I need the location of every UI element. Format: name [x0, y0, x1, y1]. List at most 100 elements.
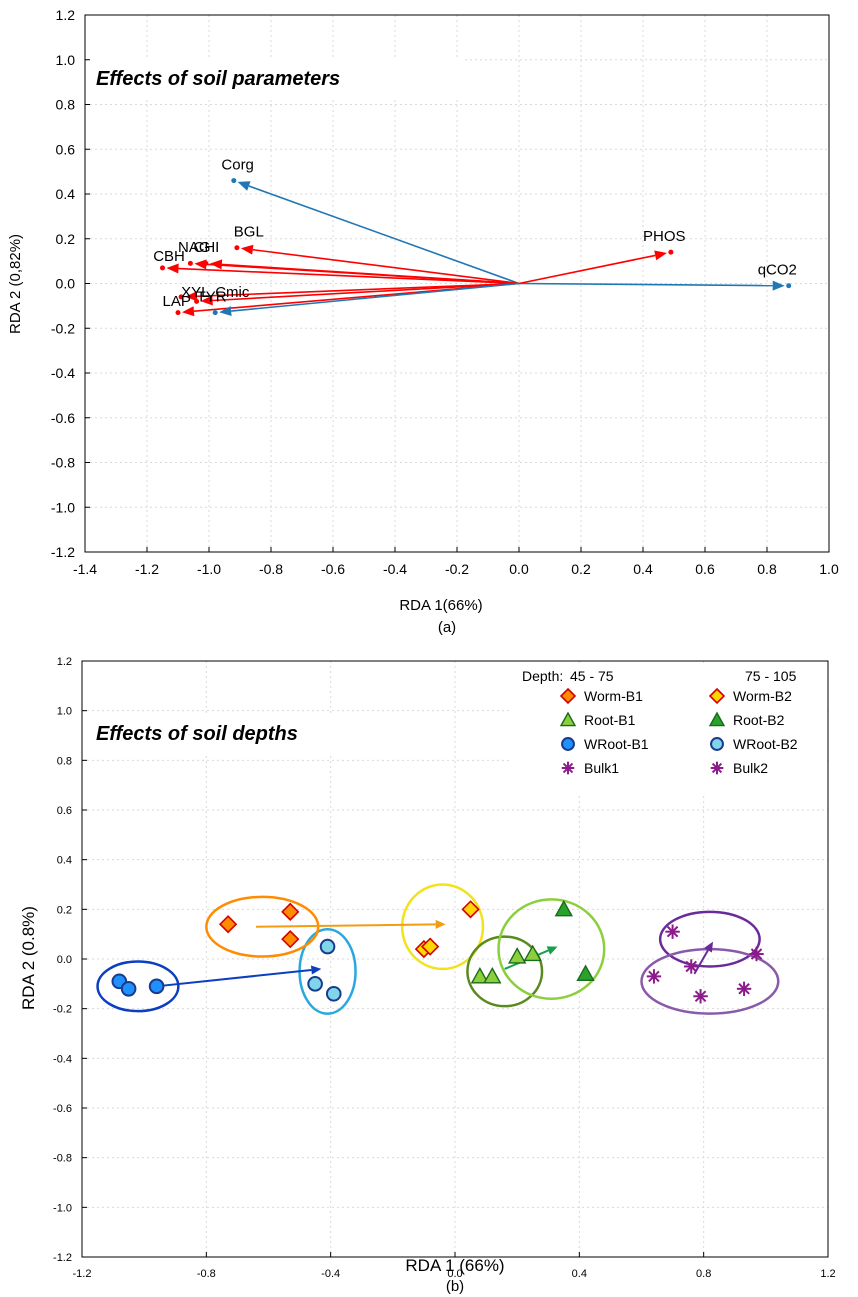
data-point	[281, 930, 300, 949]
legend-label: Bulk2	[733, 760, 768, 776]
x-tick-label: -1.0	[197, 561, 221, 577]
group-ellipse	[497, 898, 606, 1000]
vector-line	[231, 282, 520, 312]
data-point	[120, 981, 137, 997]
panel-a-grid	[85, 15, 829, 552]
vector-endpoint	[175, 310, 181, 316]
panel-b-annotation: Effects of soil depths	[96, 723, 298, 745]
star-stroke	[685, 960, 697, 973]
y-tick-label: -0.2	[53, 1004, 72, 1016]
legend-depth1: 45 - 75	[570, 668, 614, 684]
legend-depth2: 75 - 105	[745, 668, 797, 684]
shift-arrow-head	[310, 965, 322, 975]
y-tick-label: 1.0	[57, 706, 72, 718]
data-point	[693, 989, 708, 1004]
group-ellipse	[658, 910, 761, 968]
vector-arrowhead	[166, 263, 179, 274]
y-tick-label: 0.6	[56, 141, 76, 157]
y-tick-label: -0.8	[51, 455, 75, 471]
vector-endpoint	[231, 178, 237, 184]
vector-arrowhead	[209, 259, 223, 270]
vector-endpoint	[203, 260, 209, 266]
data-point	[523, 944, 542, 962]
shift-arrow-head	[435, 919, 446, 929]
legend-marker	[708, 711, 726, 727]
legend-marker	[710, 761, 724, 775]
y-tick-label: -1.0	[51, 499, 75, 515]
shift-arrow-head	[704, 941, 713, 953]
group-ellipse	[466, 935, 544, 1008]
y-tick-label: -1.2	[53, 1252, 72, 1264]
data-point	[736, 981, 752, 996]
star-stroke	[694, 990, 707, 1002]
y-tick-label: 0.6	[57, 805, 72, 817]
shift-arrow-line	[693, 949, 709, 975]
data-point	[665, 924, 680, 939]
x-tick-label: 1.2	[820, 1268, 835, 1280]
panel-b-panel-label: (b)	[446, 1278, 464, 1295]
star-stroke	[738, 983, 750, 995]
y-tick-label: 0.8	[56, 97, 76, 113]
vector-label: TYR	[197, 288, 227, 305]
panel-b: -1.2 -0.8 -0.4 0.0 0.4 0.8 1.2 1.2 1.0 0.8 0.6 0.4 0…	[19, 656, 836, 1295]
x-tick-label: 0.8	[757, 561, 777, 577]
vector-arrowhead	[237, 181, 251, 191]
vector-arrowhead	[194, 259, 207, 270]
data-point	[319, 938, 336, 955]
group-ellipse	[96, 960, 180, 1013]
panel-a-annotation-box	[90, 58, 462, 98]
vector-label: Corg	[221, 156, 254, 173]
vector-line	[221, 263, 520, 285]
vector-line	[252, 248, 520, 285]
panel-a: -1.4 -1.2 -1.0 -0.8 -0.6 -0.4 -0.2 0.0 0.2 0.4 0.6…	[7, 7, 839, 636]
vector-endpoint	[187, 260, 193, 266]
vector-arrowhead	[654, 250, 667, 261]
x-tick-label: -0.8	[197, 1268, 216, 1280]
vector-line	[518, 254, 656, 285]
legend-label: WRoot-B2	[733, 736, 798, 752]
star-stroke	[648, 970, 660, 983]
data-point	[554, 899, 573, 917]
x-tick-label: 0.6	[695, 561, 715, 577]
vector-endpoint	[668, 249, 674, 255]
panel-a-panel-label: (a)	[438, 619, 456, 636]
data-point	[218, 915, 238, 934]
x-tick-label: -1.4	[73, 561, 97, 577]
vector-arrowhead	[240, 244, 254, 255]
x-tick-label: 0.4	[633, 561, 653, 577]
legend-label: Root-B2	[733, 712, 785, 728]
vector-endpoint	[178, 294, 184, 300]
legend-label: Bulk1	[584, 760, 619, 776]
x-tick-label: -0.4	[321, 1268, 340, 1280]
star-stroke	[562, 762, 574, 774]
data-point	[461, 900, 480, 919]
vector-arrowhead	[181, 306, 195, 317]
legend-marker	[561, 761, 575, 775]
panel-a-ylabel: RDA 2 (0,82%)	[7, 234, 24, 334]
y-tick-label: -0.6	[51, 410, 75, 426]
panel-a-xlabel: RDA 1(66%)	[399, 597, 482, 614]
y-tick-label: -0.4	[51, 365, 75, 381]
shift-arrow-head	[546, 946, 558, 955]
star-stroke	[750, 948, 763, 960]
legend-marker	[708, 687, 726, 705]
vector-arrowhead	[185, 291, 198, 302]
legend-label: Worm-B1	[584, 688, 643, 704]
y-tick-label: 1.2	[56, 7, 76, 23]
data-point	[148, 978, 165, 995]
vector-arrowhead	[219, 306, 232, 317]
vector-endpoint	[234, 245, 240, 251]
x-tick-label: -1.2	[73, 1268, 92, 1280]
y-tick-label: 0.2	[56, 231, 76, 247]
x-tick-label: 0.0	[509, 561, 529, 577]
y-tick-label: -0.2	[51, 320, 75, 336]
star-stroke	[666, 925, 679, 938]
legend-marker	[561, 737, 575, 751]
data-point	[281, 902, 300, 921]
vector-label: PHOS	[643, 228, 686, 245]
vector-label: CBH	[153, 248, 185, 265]
vector-arrowhead	[772, 280, 785, 291]
legend-marker	[710, 737, 724, 751]
